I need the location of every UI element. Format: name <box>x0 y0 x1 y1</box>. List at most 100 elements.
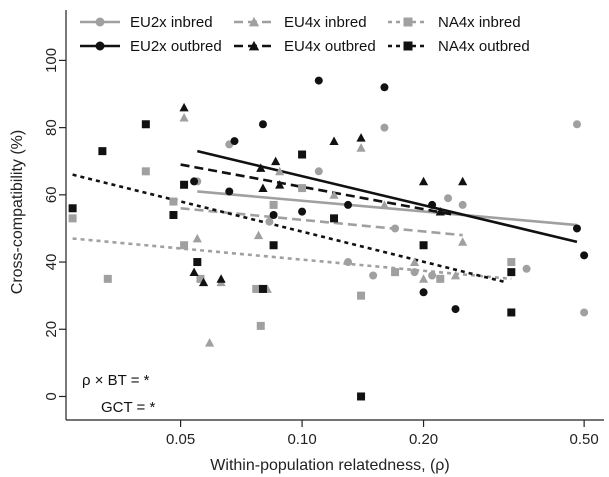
data-point <box>428 200 437 209</box>
data-point <box>256 321 265 330</box>
data-point <box>190 177 199 186</box>
legend-marker <box>95 17 105 27</box>
legend-marker <box>403 17 413 27</box>
data-point <box>410 268 419 277</box>
x-tick-label: 0.10 <box>287 431 316 448</box>
data-point <box>192 233 202 243</box>
data-point <box>451 305 460 314</box>
data-point <box>369 271 378 280</box>
legend-item: EU2x outbred <box>80 38 222 55</box>
legend-label: EU2x inbred <box>130 14 213 31</box>
data-point <box>256 163 266 172</box>
y-tick-label: 100 <box>43 48 60 73</box>
y-tick-label: 60 <box>43 186 60 203</box>
data-point <box>458 176 468 186</box>
data-point <box>314 167 323 176</box>
data-point <box>169 211 178 219</box>
data-point <box>253 230 264 240</box>
data-point <box>409 257 420 266</box>
data-point <box>419 241 428 250</box>
data-point <box>357 392 366 401</box>
legend-marker <box>248 16 260 27</box>
data-point <box>391 268 400 277</box>
fit-line <box>180 206 463 237</box>
y-tick-label: 80 <box>43 119 60 136</box>
data-point <box>198 277 209 287</box>
data-point <box>572 120 581 129</box>
data-point <box>205 338 215 347</box>
data-point <box>428 271 437 280</box>
axes: 0 20 40 60 80 100 0.05 0.10 0.20 0.50 <box>43 10 604 448</box>
legend-item: EU4x outbred <box>234 38 376 55</box>
data-point <box>265 217 274 226</box>
data-point <box>329 136 339 145</box>
data-point <box>450 270 461 280</box>
data-point <box>196 274 205 283</box>
legend: EU2x inbred EU4x inbred NA4x inbred EU2x ou… <box>80 14 530 55</box>
y-tick-label: 0 <box>43 392 60 400</box>
data-point <box>216 274 226 283</box>
legend-marker <box>248 40 260 51</box>
legend-label: NA4x outbred <box>438 38 530 55</box>
data-point <box>169 197 178 206</box>
data-point <box>572 224 581 233</box>
data-point <box>380 123 389 132</box>
data-point <box>141 167 150 176</box>
data-point <box>269 200 278 209</box>
data-point <box>344 258 353 267</box>
data-point <box>379 200 390 209</box>
data-point <box>458 200 467 209</box>
data-points <box>68 76 589 401</box>
legend-marker <box>403 41 413 51</box>
data-point <box>507 258 516 267</box>
legend-item: EU4x inbred <box>234 14 367 31</box>
legend-label: NA4x inbred <box>438 14 521 31</box>
data-point <box>314 76 323 85</box>
data-point <box>458 237 468 246</box>
data-point <box>356 133 366 142</box>
data-point <box>68 204 77 213</box>
data-point <box>298 150 307 159</box>
fit-line <box>180 163 456 217</box>
data-point <box>141 120 150 129</box>
data-point <box>103 274 112 283</box>
data-point <box>391 224 400 233</box>
fit-line <box>72 173 507 284</box>
data-point <box>179 112 189 122</box>
data-point <box>225 187 234 196</box>
data-point <box>418 274 429 283</box>
data-point <box>380 83 389 92</box>
annotation-interaction: ρ × BT = * <box>82 372 150 389</box>
data-point <box>435 207 445 216</box>
data-point <box>580 251 589 260</box>
data-point <box>507 268 516 277</box>
data-point <box>444 194 453 203</box>
data-point <box>230 137 239 146</box>
data-point <box>271 156 281 166</box>
data-point <box>68 214 77 223</box>
data-point <box>189 267 199 277</box>
legend-label: EU4x inbred <box>284 14 367 31</box>
x-tick-label: 0.20 <box>409 431 438 448</box>
y-axis-title: Cross-compatibility (%) <box>9 130 26 294</box>
legend-item: EU2x inbred <box>80 14 213 31</box>
data-point <box>98 147 107 156</box>
data-point <box>580 308 589 317</box>
data-point <box>275 180 285 189</box>
legend-item: NA4x inbred <box>388 14 521 31</box>
x-tick-label: 0.50 <box>570 431 599 448</box>
data-point <box>258 183 268 193</box>
data-point <box>522 264 531 273</box>
data-point <box>275 166 285 176</box>
data-point <box>419 288 428 297</box>
data-point <box>258 284 267 293</box>
data-point <box>436 274 445 283</box>
data-point <box>180 180 189 189</box>
data-point <box>193 258 202 267</box>
data-point <box>329 190 339 199</box>
data-point <box>252 284 261 293</box>
data-point <box>180 241 189 250</box>
data-point <box>298 184 307 193</box>
legend-item: NA4x outbred <box>388 38 530 55</box>
